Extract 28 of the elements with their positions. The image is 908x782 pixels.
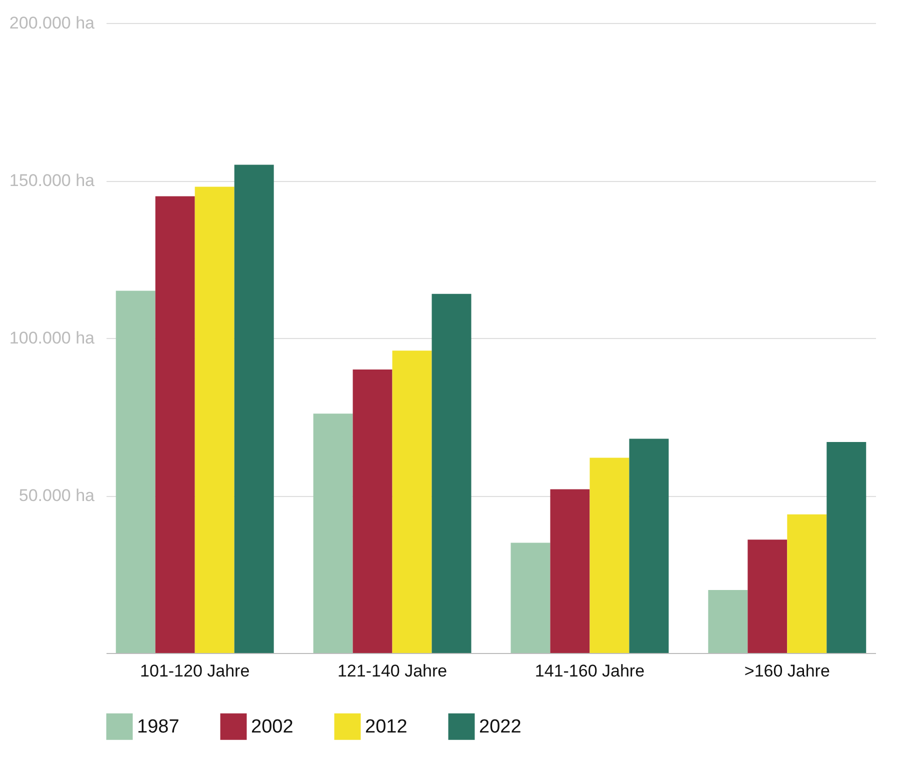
x-tick-label: 101-120 Jahre xyxy=(140,662,250,680)
bar xyxy=(708,590,748,653)
bar xyxy=(313,414,353,653)
bar xyxy=(234,164,274,653)
bar xyxy=(590,458,630,653)
x-tick-label: 121-140 Jahre xyxy=(337,662,448,680)
x-tick-label: 141-160 Jahre xyxy=(534,662,645,680)
y-tick-label: 50.000 ha xyxy=(18,486,96,505)
bar xyxy=(550,489,590,653)
bar xyxy=(748,540,788,653)
bar xyxy=(352,370,392,653)
legend-label: 2012 xyxy=(365,716,408,738)
bar xyxy=(155,196,195,653)
y-tick-label: 100.000 ha xyxy=(9,328,96,348)
legend-label: 2022 xyxy=(479,716,522,738)
y-tick-label: 150.000 ha xyxy=(9,171,96,190)
legend-label: 2002 xyxy=(251,716,294,738)
bar xyxy=(826,442,866,653)
y-tick-label: 200.000 ha xyxy=(9,14,96,32)
bar xyxy=(194,186,234,653)
bar xyxy=(392,350,432,653)
x-tick-label: >160 Jahre xyxy=(744,662,830,680)
bar xyxy=(629,438,669,653)
bar xyxy=(432,294,472,653)
bar xyxy=(510,542,550,653)
legend-label: 1987 xyxy=(137,716,180,738)
bar xyxy=(116,290,156,653)
bar xyxy=(787,514,827,653)
